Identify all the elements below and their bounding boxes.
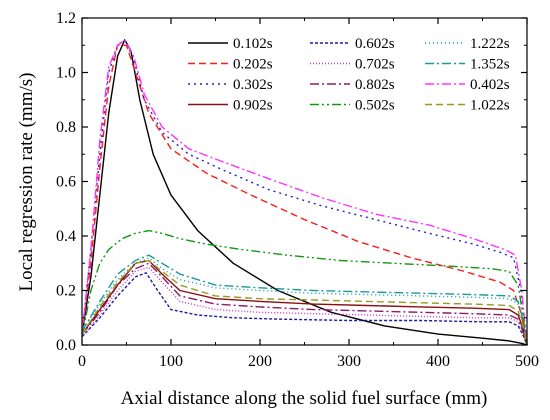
y-tick-label: 1.0 (56, 65, 76, 82)
legend-label-5: 1.352s (470, 57, 510, 73)
y-tick-label: 0.4 (56, 228, 76, 245)
legend: 0.102s 0.602s 1.222s 0.202s 0.702s 1.352s 0.30… (188, 36, 510, 114)
series-line-11 (81, 259, 528, 346)
x-tick-label: 300 (337, 353, 361, 370)
series-line-10 (81, 229, 528, 346)
legend-label-0: 0.102s (233, 36, 273, 52)
series-line-5 (81, 254, 528, 346)
y-tick-label: 1.2 (56, 10, 76, 27)
x-tick-label: 100 (159, 353, 183, 370)
legend-label-1: 0.602s (355, 36, 395, 52)
legend-label-9: 0.902s (233, 98, 273, 114)
legend-label-10: 0.502s (355, 98, 395, 114)
y-tick-label: 0.8 (56, 119, 76, 136)
series-line-9 (81, 259, 528, 346)
legend-label-11: 1.022s (470, 98, 510, 114)
x-axis-title: Axial distance along the solid fuel surf… (121, 388, 488, 409)
series-line-3 (81, 44, 528, 346)
y-tick-label: 0.2 (56, 283, 76, 300)
legend-label-4: 0.702s (355, 57, 395, 73)
legend-label-6: 0.302s (233, 77, 273, 93)
series-line-2 (81, 257, 528, 346)
legend-label-2: 1.222s (470, 36, 510, 52)
plot-frame (81, 17, 528, 346)
y-axis-title: Local regression rate (mm/s) (16, 73, 37, 292)
series-line-1 (81, 272, 528, 346)
x-tick-label: 200 (248, 353, 272, 370)
legend-label-7: 0.802s (355, 77, 395, 93)
x-tick-label: 500 (515, 353, 539, 370)
ticks-layer: 0 100 200 300 400 500 0.0 0.2 0.4 0.6 0.8 1.0 1.2 (56, 10, 539, 370)
series-line-4 (81, 266, 528, 346)
legend-label-3: 0.202s (233, 57, 273, 73)
series-line-7 (81, 262, 528, 346)
legend-label-8: 0.402s (470, 77, 510, 93)
y-tick-label: 0.0 (56, 337, 76, 354)
series-line-0 (81, 39, 528, 346)
series-layer (81, 39, 528, 346)
x-tick-label: 0 (78, 353, 86, 370)
y-tick-label: 0.6 (56, 174, 76, 191)
series-line-8 (81, 39, 528, 346)
x-tick-label: 400 (426, 353, 450, 370)
